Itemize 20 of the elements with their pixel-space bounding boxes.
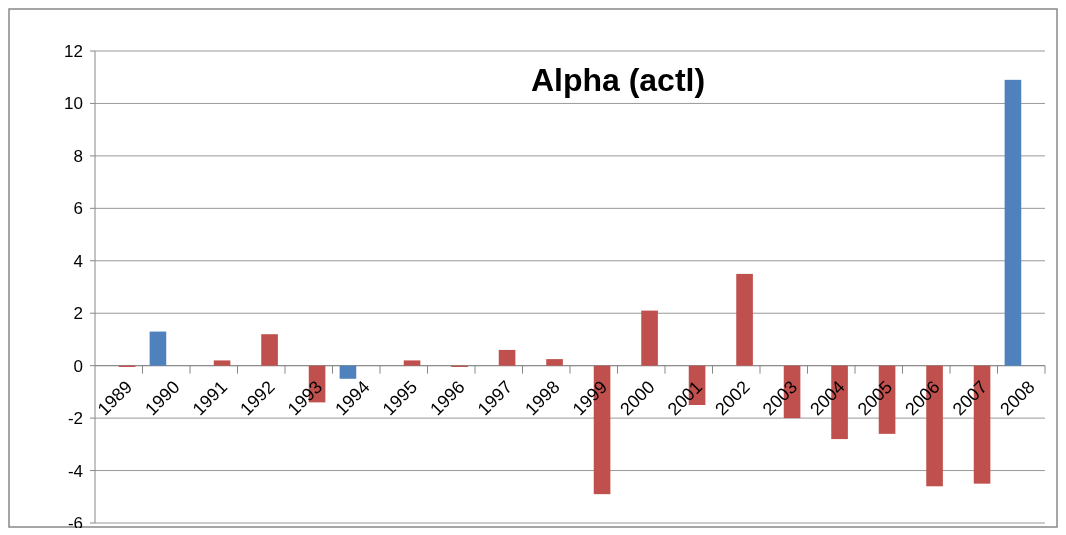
bar <box>261 334 278 366</box>
y-tick-label: -4 <box>67 461 83 481</box>
bar <box>736 273 753 366</box>
y-tick-label: 6 <box>73 199 83 219</box>
bar <box>213 360 231 366</box>
y-tick-label: 8 <box>73 146 83 166</box>
y-tick-label: -2 <box>67 409 83 429</box>
y-tick-label: 0 <box>73 356 83 376</box>
bar <box>641 310 658 366</box>
bar <box>149 331 167 366</box>
y-tick-label: 4 <box>73 251 83 271</box>
bar <box>1004 79 1022 366</box>
y-tick-label: 10 <box>64 94 83 114</box>
bar <box>403 360 421 366</box>
bar <box>498 349 516 366</box>
bar <box>339 365 357 379</box>
bar <box>546 359 563 366</box>
y-tick-label: 2 <box>73 304 83 324</box>
chart-title: Alpha (actl) <box>530 62 706 98</box>
y-tick-label: 12 <box>64 41 83 61</box>
